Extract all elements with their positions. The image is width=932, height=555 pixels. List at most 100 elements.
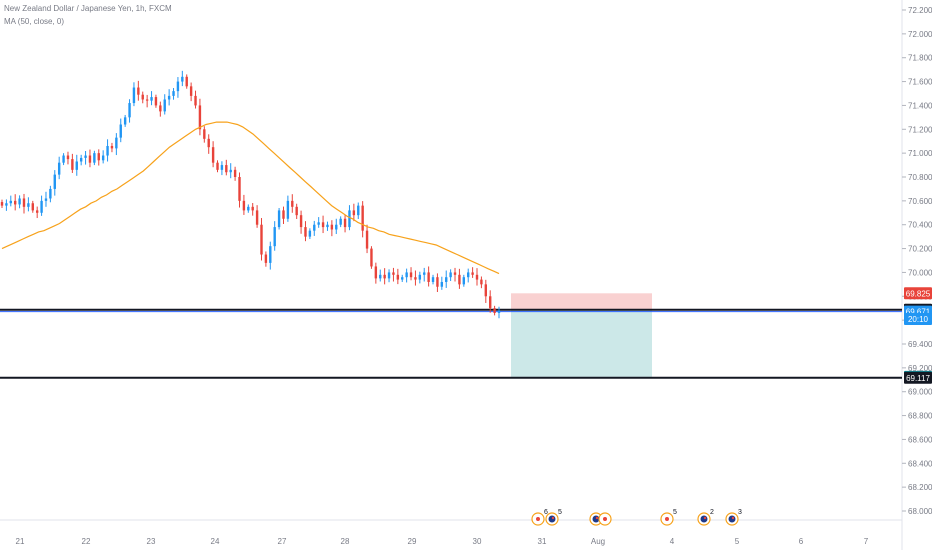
candle-body[interactable] bbox=[335, 224, 338, 230]
candle-body[interactable] bbox=[53, 174, 56, 189]
candle-body[interactable] bbox=[128, 103, 131, 118]
candle-body[interactable] bbox=[493, 308, 496, 313]
candle-body[interactable] bbox=[44, 198, 48, 201]
candle-body[interactable] bbox=[326, 224, 329, 228]
candle-body[interactable] bbox=[357, 205, 360, 216]
candle-body[interactable] bbox=[84, 155, 87, 158]
candle-body[interactable] bbox=[27, 203, 30, 207]
candle-body[interactable] bbox=[242, 200, 246, 211]
candle-body[interactable] bbox=[409, 272, 413, 278]
candle-body[interactable] bbox=[484, 284, 488, 297]
candle-body[interactable] bbox=[93, 153, 96, 163]
candle-body[interactable] bbox=[189, 86, 193, 96]
candle-body[interactable] bbox=[216, 162, 219, 170]
candle-body[interactable] bbox=[348, 210, 351, 228]
candle-body[interactable] bbox=[5, 203, 8, 206]
candle-body[interactable] bbox=[374, 266, 378, 279]
candle-body[interactable] bbox=[62, 155, 65, 163]
candle-body[interactable] bbox=[203, 129, 206, 139]
candle-body[interactable] bbox=[269, 246, 272, 263]
candle-body[interactable] bbox=[365, 230, 369, 249]
candle-body[interactable] bbox=[167, 95, 171, 100]
candle-body[interactable] bbox=[79, 157, 83, 162]
candle-body[interactable] bbox=[308, 230, 312, 237]
candle-body[interactable] bbox=[489, 296, 492, 309]
candle-body[interactable] bbox=[9, 200, 12, 204]
candle-body[interactable] bbox=[194, 95, 197, 106]
candle-body[interactable] bbox=[313, 224, 316, 231]
candle-body[interactable] bbox=[427, 272, 430, 282]
candle-body[interactable] bbox=[387, 272, 391, 279]
candle-body[interactable] bbox=[229, 169, 232, 173]
candle-body[interactable] bbox=[418, 274, 422, 280]
candle-body[interactable] bbox=[71, 159, 74, 170]
candle-body[interactable] bbox=[291, 200, 294, 207]
candle-body[interactable] bbox=[379, 274, 382, 279]
candle-body[interactable] bbox=[119, 124, 122, 138]
candle-body[interactable] bbox=[0, 202, 4, 206]
candle-body[interactable] bbox=[137, 87, 140, 95]
candle-body[interactable] bbox=[440, 281, 444, 287]
candle-body[interactable] bbox=[449, 272, 452, 278]
candle-body[interactable] bbox=[18, 198, 21, 205]
stop-loss-zone[interactable] bbox=[511, 293, 652, 310]
candle-body[interactable] bbox=[154, 97, 158, 106]
candle-body[interactable] bbox=[225, 165, 228, 173]
candle-body[interactable] bbox=[396, 274, 400, 280]
candle-body[interactable] bbox=[66, 155, 70, 160]
candle-body[interactable] bbox=[211, 147, 215, 163]
candle-body[interactable] bbox=[255, 210, 259, 225]
candle-body[interactable] bbox=[150, 97, 153, 101]
candle-body[interactable] bbox=[383, 274, 386, 279]
candle-body[interactable] bbox=[207, 138, 210, 148]
candle-body[interactable] bbox=[132, 87, 136, 104]
candle-body[interactable] bbox=[101, 155, 105, 161]
candle-body[interactable] bbox=[304, 227, 307, 237]
candle-body[interactable] bbox=[247, 206, 250, 211]
candle-body[interactable] bbox=[497, 310, 501, 313]
candle-body[interactable] bbox=[264, 254, 268, 263]
candle-body[interactable] bbox=[115, 137, 118, 149]
candle-body[interactable] bbox=[471, 272, 474, 275]
candle-body[interactable] bbox=[401, 277, 404, 280]
candle-body[interactable] bbox=[13, 200, 17, 205]
candle-body[interactable] bbox=[172, 91, 175, 96]
candle-body[interactable] bbox=[361, 205, 364, 231]
candle-body[interactable] bbox=[458, 274, 461, 285]
candle-body[interactable] bbox=[370, 248, 373, 267]
candle-body[interactable] bbox=[220, 165, 224, 170]
candle-body[interactable] bbox=[185, 76, 188, 87]
candle-body[interactable] bbox=[106, 145, 109, 156]
candle-body[interactable] bbox=[233, 169, 237, 177]
candle-body[interactable] bbox=[321, 222, 325, 228]
candle-body[interactable] bbox=[343, 218, 347, 228]
candle-body[interactable] bbox=[295, 206, 298, 216]
candle-body[interactable] bbox=[462, 277, 466, 285]
candle-body[interactable] bbox=[453, 272, 457, 275]
candle-body[interactable] bbox=[238, 177, 241, 201]
candle-body[interactable] bbox=[339, 218, 342, 225]
candle-body[interactable] bbox=[123, 117, 127, 125]
candle-body[interactable] bbox=[145, 99, 149, 101]
candle-body[interactable] bbox=[163, 99, 166, 112]
candle-body[interactable] bbox=[405, 272, 408, 278]
candle-body[interactable] bbox=[431, 277, 435, 282]
candle-body[interactable] bbox=[467, 272, 470, 278]
candle-body[interactable] bbox=[260, 224, 263, 255]
candle-body[interactable] bbox=[392, 272, 395, 275]
candle-body[interactable] bbox=[110, 145, 114, 149]
candle-body[interactable] bbox=[88, 155, 92, 163]
candle-body[interactable] bbox=[97, 153, 100, 161]
candle-body[interactable] bbox=[22, 198, 26, 207]
candle-body[interactable] bbox=[198, 105, 202, 130]
candle-body[interactable] bbox=[352, 210, 356, 216]
candle-body[interactable] bbox=[176, 81, 180, 92]
candle-body[interactable] bbox=[282, 210, 285, 219]
candle-body[interactable] bbox=[75, 161, 78, 170]
candle-body[interactable] bbox=[445, 277, 448, 282]
candle-body[interactable] bbox=[286, 200, 290, 219]
candle-body[interactable] bbox=[181, 76, 184, 82]
candle-body[interactable] bbox=[251, 206, 254, 211]
candle-body[interactable] bbox=[436, 277, 439, 287]
